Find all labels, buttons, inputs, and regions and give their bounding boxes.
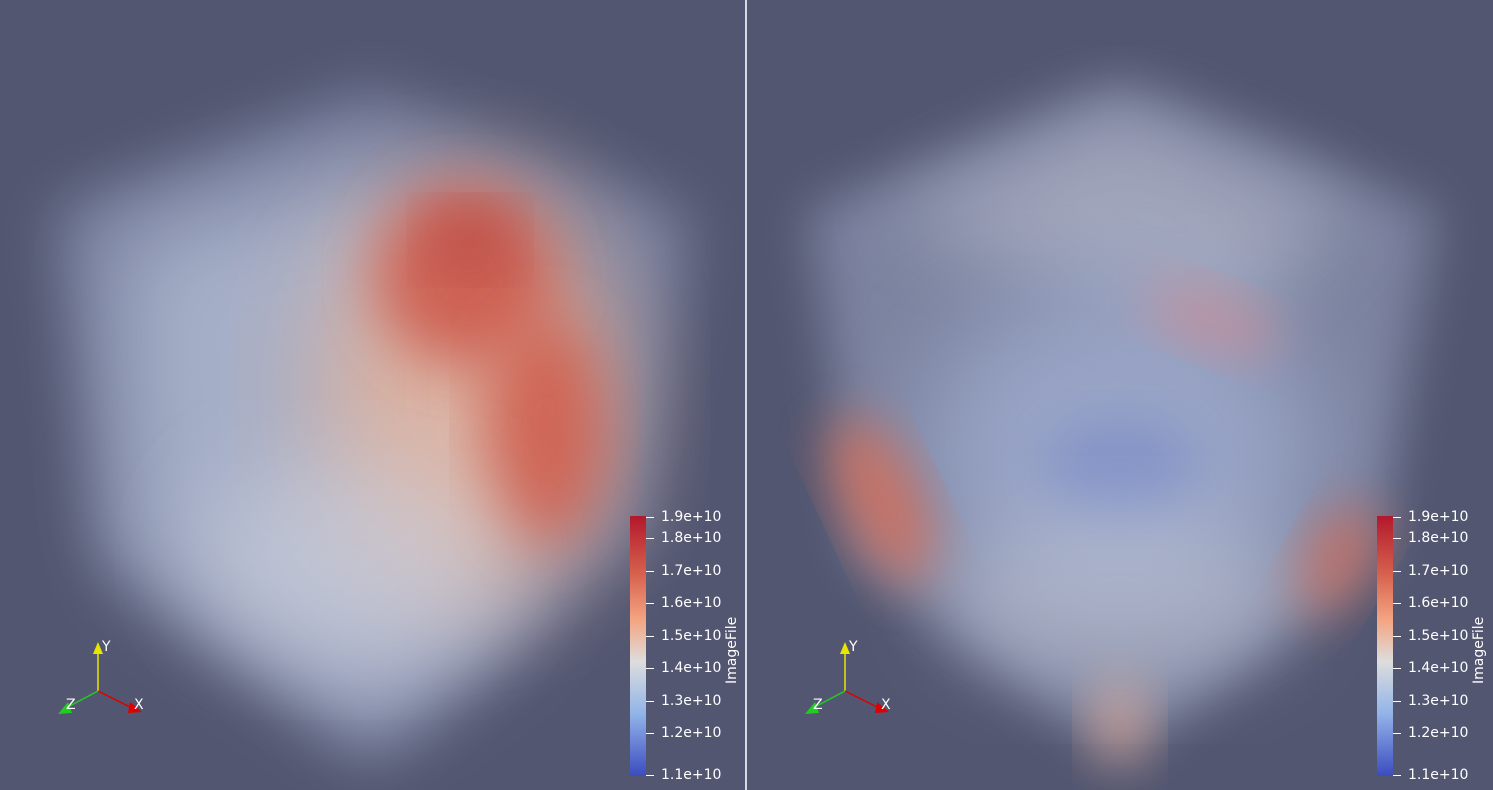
colorbar-tick [646,538,654,539]
colorbar-tick [646,636,654,637]
colorbar-tick-label: 1.4e+10 [661,660,722,676]
colorbar-tick [1393,775,1401,776]
orientation-axes: Y X Z [50,636,160,726]
colorbar-tick-label: 1.1e+10 [661,767,722,783]
colorbar-gradient [630,516,646,776]
colorbar-tick-label: 1.8e+10 [661,530,722,546]
axis-x-label: X [134,697,144,713]
colorbar-tick [1393,668,1401,669]
colorbar-tick [646,701,654,702]
colorbar-tick-label: 1.4e+10 [1408,660,1469,676]
colorbar-tick [646,517,654,518]
colorbar-title: ImageFile [1471,616,1487,684]
viewport-divider[interactable] [745,0,747,790]
colorbar-tick [1393,701,1401,702]
axis-z-label: Z [813,697,823,713]
colorbar-tick-label: 1.5e+10 [661,628,722,644]
volume-rendering-left [55,90,690,760]
colorbar-tick-label: 1.8e+10 [1408,530,1469,546]
colorbar-tick [1393,636,1401,637]
volume-rendering-right [807,85,1437,765]
colorbar-tick-label: 1.2e+10 [1408,725,1469,741]
colorbar-tick-label: 1.5e+10 [1408,628,1469,644]
colorbar-tick-label: 1.9e+10 [1408,509,1469,525]
axis-z-label: Z [66,697,76,713]
axis-y-label: Y [849,639,858,655]
colorbar-tick [646,733,654,734]
colorbar-tick [646,571,654,572]
color-legend[interactable]: 1.9e+10 1.8e+10 1.7e+10 1.6e+10 1.5e+10 … [630,510,745,783]
colorbar-tick-label: 1.2e+10 [661,725,722,741]
colorbar-tick [1393,603,1401,604]
colorbar-tick [1393,538,1401,539]
axis-x-label: X [881,697,891,713]
colorbar-tick [1393,733,1401,734]
orientation-axes-glyph [805,642,889,714]
colorbar-tick-label: 1.9e+10 [661,509,722,525]
colorbar-tick-label: 1.1e+10 [1408,767,1469,783]
colorbar-tick-label: 1.3e+10 [1408,693,1469,709]
axis-y-label: Y [102,639,111,655]
colorbar-tick-label: 1.6e+10 [661,595,722,611]
colorbar-tick-label: 1.3e+10 [661,693,722,709]
orientation-axes: Y X Z [797,636,907,726]
colorbar-tick [1393,517,1401,518]
colorbar-tick-label: 1.7e+10 [1408,563,1469,579]
render-view-right[interactable]: Y X Z 1.9e+10 1.8e+10 1.7e+10 1.6e+10 1.… [747,0,1493,790]
colorbar-tick [646,603,654,604]
colorbar-tick [1393,571,1401,572]
colorbar-title: ImageFile [724,616,740,684]
orientation-axes-glyph [58,642,142,714]
render-view-left[interactable]: Y X Z 1.9e+10 1.8e+10 1.7e+10 1.6e+10 1.… [0,0,745,790]
color-legend[interactable]: 1.9e+10 1.8e+10 1.7e+10 1.6e+10 1.5e+10 … [1377,510,1493,783]
colorbar-gradient [1377,516,1393,776]
colorbar-tick-label: 1.7e+10 [661,563,722,579]
colorbar-tick-label: 1.6e+10 [1408,595,1469,611]
colorbar-tick [646,775,654,776]
colorbar-tick [646,668,654,669]
